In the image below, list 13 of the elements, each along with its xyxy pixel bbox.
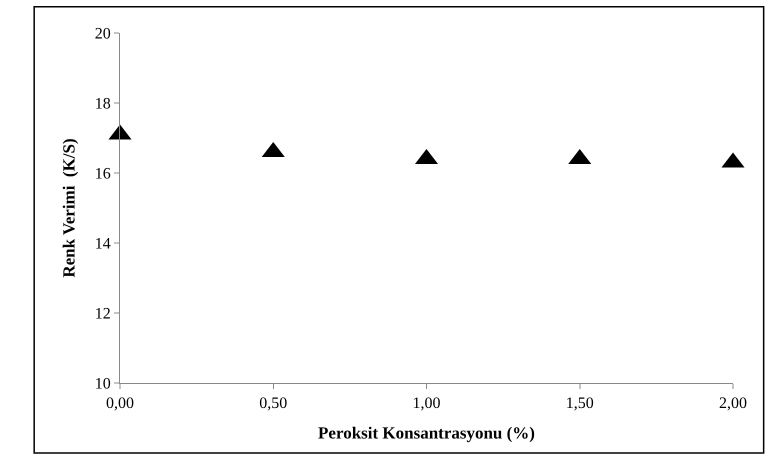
x-tick-label: 0,50 bbox=[259, 395, 288, 412]
x-tick-label: 1,50 bbox=[566, 395, 594, 412]
x-tick-label: 2,00 bbox=[719, 395, 747, 412]
y-tick-label: 16 bbox=[94, 166, 111, 183]
y-tick-label: 10 bbox=[94, 376, 111, 393]
x-tick-label: 0,00 bbox=[106, 395, 134, 412]
y-tick-label: 20 bbox=[94, 26, 111, 43]
y-axis-title: Renk Verimi (K/S) bbox=[59, 138, 78, 278]
y-tick-label: 12 bbox=[94, 306, 111, 323]
x-axis-title: Peroksit Konsantrasyonu (%) bbox=[318, 424, 535, 443]
x-tick-label: 1,00 bbox=[412, 395, 440, 412]
y-tick-label: 14 bbox=[94, 236, 111, 253]
y-tick-label: 18 bbox=[94, 96, 111, 113]
